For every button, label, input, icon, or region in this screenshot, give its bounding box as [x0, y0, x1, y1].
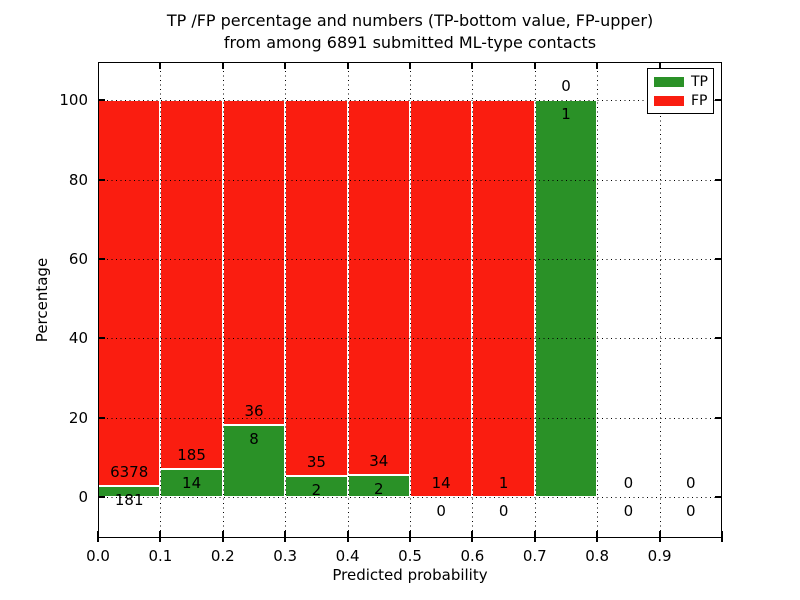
x-tick-mark — [97, 531, 99, 542]
x-axis-label: Predicted probability — [332, 566, 488, 584]
y-tick-label: 100 — [59, 91, 88, 110]
x-tick-mark-top — [346, 62, 349, 69]
y-tick-mark — [715, 178, 722, 181]
legend: TP FP — [647, 68, 714, 114]
gridline-vertical — [347, 62, 349, 538]
gridline-vertical — [472, 62, 474, 538]
y-tick-mark — [715, 257, 722, 260]
fp-count-label: 35 — [306, 452, 326, 471]
bar-fp-segment — [472, 100, 535, 498]
x-tick-label: 0.1 — [148, 547, 173, 565]
x-tick-mark-top — [533, 62, 536, 69]
tp-count-label: 0 — [623, 502, 634, 520]
tp-count-label: 181 — [114, 491, 144, 510]
gridline-vertical — [659, 62, 661, 538]
x-tick-mark — [658, 531, 661, 542]
x-tick-mark — [284, 531, 287, 542]
x-tick-mark-top — [159, 62, 162, 69]
fp-count-label: 6378 — [110, 463, 149, 482]
gridline-vertical — [597, 62, 599, 538]
x-tick-mark — [721, 531, 723, 542]
fp-count-label: 0 — [623, 474, 634, 493]
y-tick-label: 0 — [78, 488, 88, 507]
y-tick-mark — [715, 337, 722, 340]
bar-fp-segment — [347, 100, 410, 476]
plot-area: 6378 181 185 14 36 8 35 2 34 2 14 0 1 0 0 1 0 0 0 0 — [97, 62, 723, 542]
tp-swatch-icon — [654, 76, 684, 87]
y-tick-mark — [98, 496, 105, 499]
y-tick-mark — [98, 416, 105, 419]
x-tick-label: 0.4 — [335, 547, 360, 565]
legend-label-fp: FP — [691, 92, 708, 109]
x-tick-mark — [221, 531, 224, 542]
y-tick-label: 40 — [68, 329, 88, 348]
x-tick-mark — [533, 531, 536, 542]
bar-tp-segment — [160, 469, 223, 498]
gridline-vertical — [410, 62, 411, 538]
gridline-vertical — [285, 62, 287, 538]
x-tick-mark-top — [221, 62, 224, 69]
tp-count-label: 14 — [182, 474, 202, 493]
x-tick-mark-top — [658, 62, 661, 69]
tp-count-label: 2 — [374, 479, 384, 498]
bar-fp-segment — [98, 100, 161, 487]
x-tick-label: 0.8 — [585, 547, 610, 565]
x-tick-label: 0.7 — [522, 547, 547, 565]
x-tick-mark — [346, 531, 349, 542]
bar-fp-segment — [410, 100, 473, 498]
y-tick-label: 80 — [68, 170, 88, 189]
gridline-vertical — [222, 62, 224, 538]
x-tick-mark — [471, 531, 474, 542]
y-tick-mark — [98, 178, 105, 181]
fp-count-label: 0 — [561, 77, 571, 96]
fp-count-label: 14 — [431, 474, 451, 493]
legend-item-tp: TP — [654, 73, 708, 90]
fp-count-label: 34 — [369, 452, 389, 471]
tp-count-label: 2 — [311, 480, 322, 499]
bar-tp-segment — [534, 100, 598, 498]
y-tick-mark — [98, 257, 105, 260]
x-tick-label: 0.0 — [86, 547, 110, 565]
x-tick-mark — [409, 531, 411, 542]
fp-count-label: 36 — [244, 402, 264, 421]
bar-fp-segment — [222, 100, 286, 425]
x-tick-mark-top — [596, 62, 599, 69]
tp-count-label: 0 — [436, 502, 446, 520]
x-tick-mark-top — [471, 62, 474, 69]
tp-count-label: 0 — [686, 502, 696, 520]
chart-title-line1: TP /FP percentage and numbers (TP-bottom… — [166, 11, 654, 30]
x-tick-mark-top — [409, 62, 411, 69]
tp-count-label: 1 — [561, 105, 571, 123]
fp-count-label: 1 — [498, 474, 509, 493]
y-tick-mark — [98, 337, 105, 340]
y-tick-mark — [715, 416, 722, 419]
x-tick-label: 0.6 — [460, 547, 485, 565]
gridline-vertical — [160, 62, 162, 538]
x-tick-label: 0.3 — [273, 547, 298, 565]
y-tick-mark — [98, 99, 105, 102]
tp-count-label: 0 — [498, 502, 509, 520]
y-tick-label: 20 — [68, 408, 88, 427]
bar-fp-segment — [285, 100, 348, 476]
fp-count-label: 0 — [686, 474, 696, 493]
chart-title-line2: from among 6891 submitted ML-type contac… — [223, 33, 597, 52]
fp-count-label: 185 — [177, 446, 206, 465]
legend-label-tp: TP — [691, 73, 708, 90]
bar-fp-segment — [160, 100, 223, 470]
x-tick-mark — [159, 531, 162, 542]
y-tick-mark — [715, 99, 722, 102]
legend-item-fp: FP — [654, 92, 708, 109]
x-tick-label: 0.2 — [210, 547, 235, 565]
tp-count-label: 8 — [249, 429, 259, 448]
y-tick-label: 60 — [68, 249, 88, 268]
fp-swatch-icon — [654, 95, 684, 106]
x-tick-label: 0.9 — [647, 547, 672, 565]
y-tick-mark — [715, 496, 722, 499]
gridline-vertical — [534, 62, 536, 538]
x-tick-label: 0.5 — [398, 547, 422, 565]
x-tick-mark-top — [284, 62, 287, 69]
chart-title: TP /FP percentage and numbers (TP-bottom… — [98, 10, 722, 54]
x-tick-mark — [596, 531, 599, 542]
